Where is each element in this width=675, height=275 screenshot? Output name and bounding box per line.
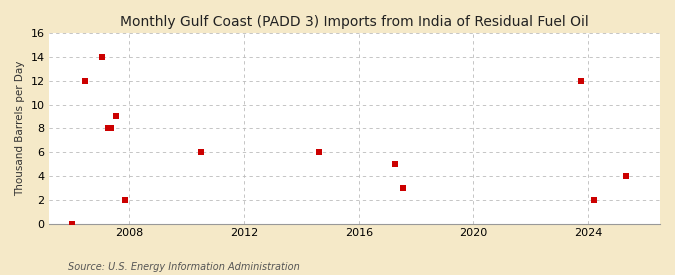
Point (66, 222, 77, 226)
Point (589, 198, 599, 202)
Point (313, 150, 324, 155)
Point (97, 55, 107, 59)
Point (398, 186, 408, 190)
Point (389, 162, 400, 166)
Title: Monthly Gulf Coast (PADD 3) Imports from India of Residual Fuel Oil: Monthly Gulf Coast (PADD 3) Imports from… (120, 15, 589, 29)
Point (80, 78, 90, 83)
Point (576, 78, 587, 83)
Point (196, 150, 207, 155)
Point (111, 114, 122, 119)
Point (103, 126, 113, 131)
Point (620, 174, 631, 178)
Text: Source: U.S. Energy Information Administration: Source: U.S. Energy Information Administ… (68, 262, 299, 272)
Y-axis label: Thousand Barrels per Day: Thousand Barrels per Day (15, 61, 25, 196)
Point (105, 126, 116, 131)
Point (119, 198, 130, 202)
